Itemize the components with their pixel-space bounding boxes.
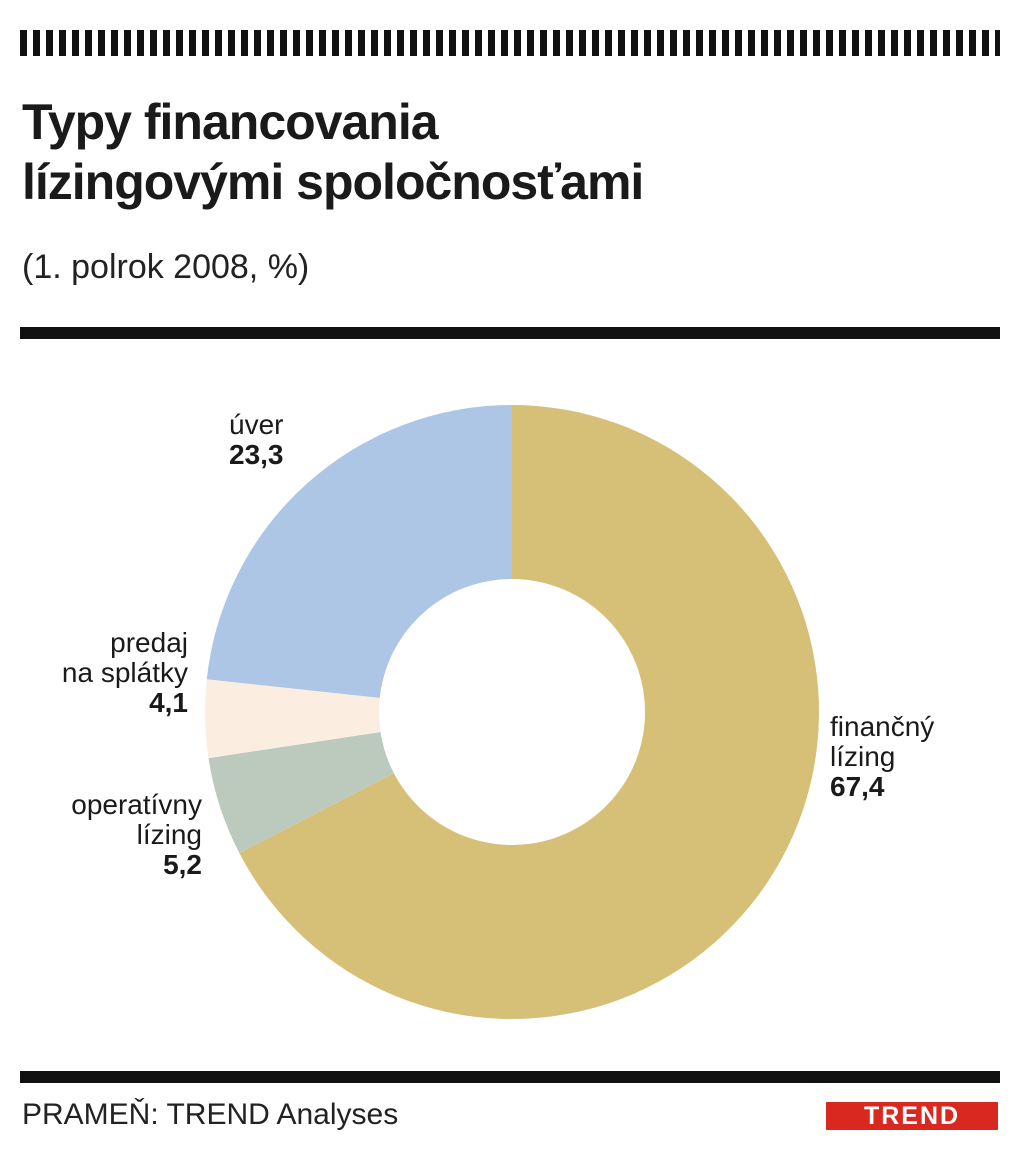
slice-value: 4,1 bbox=[149, 687, 188, 718]
slice-value: 67,4 bbox=[830, 771, 885, 802]
decorative-tick-bar bbox=[20, 30, 1000, 56]
slice-operatívny-lízing bbox=[208, 731, 394, 854]
slice-value: 5,2 bbox=[163, 849, 202, 880]
slice-label-text: lízing bbox=[136, 819, 202, 850]
slice-label-operativny-lizing: operatívny lízing 5,2 bbox=[20, 790, 202, 880]
source-note: PRAMEŇ: TREND Analyses bbox=[22, 1098, 399, 1131]
trend-logo: TREND bbox=[826, 1102, 998, 1130]
slice-predaj-na-splátky bbox=[205, 679, 381, 759]
chart-subtitle: (1. polrok 2008, %) bbox=[22, 248, 310, 286]
slice-label-text: finančný bbox=[830, 711, 935, 742]
chart-title-line-1: Typy financovania bbox=[22, 94, 439, 150]
slice-label-financny-lizing: finančný lízing 67,4 bbox=[830, 712, 934, 802]
slice-label-text: úver bbox=[229, 409, 284, 440]
slice-label-text: predaj bbox=[110, 627, 188, 658]
slice-finančný-lízing bbox=[239, 405, 820, 1019]
chart-title-line-2: lízingovými spoločnosťami bbox=[22, 154, 644, 210]
donut-chart bbox=[205, 405, 820, 1019]
bottom-rule bbox=[20, 1071, 1000, 1083]
top-rule bbox=[20, 327, 1000, 339]
chart-title: Typy financovania lízingovými spoločnosť… bbox=[22, 92, 644, 212]
slice-úver bbox=[206, 405, 512, 698]
slice-value: 23,3 bbox=[229, 439, 284, 470]
slice-label-text: na splátky bbox=[61, 657, 188, 688]
slice-label-text: lízing bbox=[830, 741, 896, 772]
slice-label-uver: úver 23,3 bbox=[229, 410, 284, 470]
slice-label-text: operatívny bbox=[71, 789, 202, 820]
slice-label-predaj-na-splatky: predaj na splátky 4,1 bbox=[20, 628, 188, 718]
